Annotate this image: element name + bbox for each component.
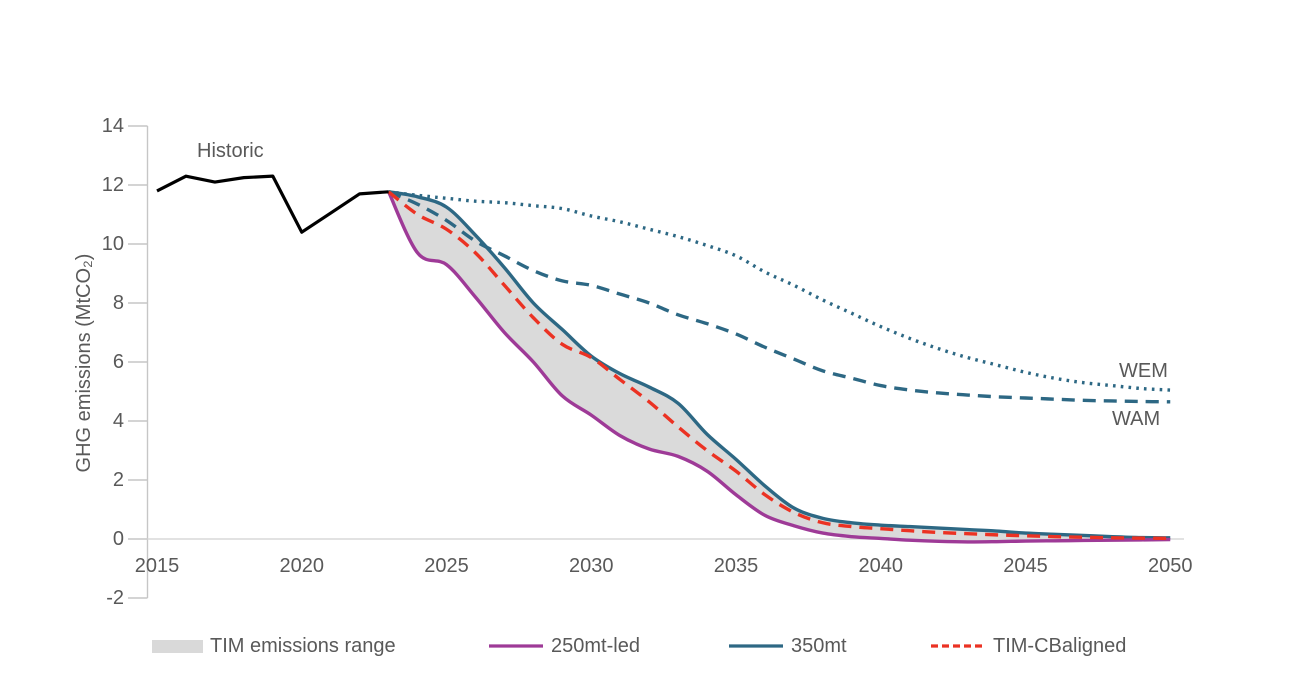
wam-series-label: WAM — [1112, 408, 1161, 430]
x-tick-label-2050: 2050 — [1148, 555, 1193, 577]
y-tick-label-2: 2 — [112, 469, 124, 491]
series-line-tim-cbaligned — [387, 190, 1171, 541]
series-line-250mt-led — [387, 191, 1171, 544]
x-tick-label-2015: 2015 — [134, 555, 180, 577]
legend-item-350mt: 350mt — [728, 633, 847, 659]
y-tick-label--2: -2 — [106, 587, 124, 609]
blue-line-swatch-icon — [729, 644, 783, 648]
series-line-wam — [387, 190, 1171, 404]
y-tick-label-0: 0 — [112, 528, 124, 550]
x-tick-label-2020: 2020 — [279, 555, 325, 577]
y-tick-label-14: 14 — [101, 115, 124, 137]
legend-label: TIM-CBaligned — [993, 634, 1127, 657]
y-tick-label-4: 4 — [112, 410, 124, 432]
y-tick-label-12: 12 — [101, 174, 124, 196]
historic-series-label: Historic — [197, 140, 264, 162]
band-swatch-icon — [152, 639, 203, 653]
series-line-historic — [156, 174, 389, 234]
y-tick-label-8: 8 — [112, 292, 124, 314]
legend-item-tim-cbaligned: TIM-CBaligned — [930, 633, 1126, 659]
series-line-350mt — [388, 190, 1171, 540]
y-tick-label-6: 6 — [112, 351, 124, 373]
tim-emissions-range-band — [388, 191, 1171, 542]
x-tick-label-2045: 2045 — [1003, 555, 1048, 577]
y-tick-label-10: 10 — [101, 233, 124, 255]
x-tick-label-2030: 2030 — [569, 555, 614, 577]
purple-line-swatch-icon — [489, 644, 543, 648]
x-tick-label-2025: 2025 — [424, 555, 469, 577]
legend-item-tim-emissions-range: TIM emissions range — [152, 633, 396, 659]
legend-item-250mt-led: 250mt-led — [488, 633, 640, 659]
legend-label: 250mt-led — [551, 634, 640, 657]
x-tick-label-2040: 2040 — [858, 555, 904, 577]
legend-label: TIM emissions range — [210, 634, 396, 657]
x-tick-label-2035: 2035 — [713, 555, 759, 577]
legend: TIM emissions range 250mt-led 350mt TIM-… — [0, 633, 1294, 659]
red-dashed-line-swatch-icon — [931, 644, 985, 648]
legend-label: 350mt — [791, 634, 847, 657]
wem-series-label: WEM — [1119, 360, 1168, 382]
